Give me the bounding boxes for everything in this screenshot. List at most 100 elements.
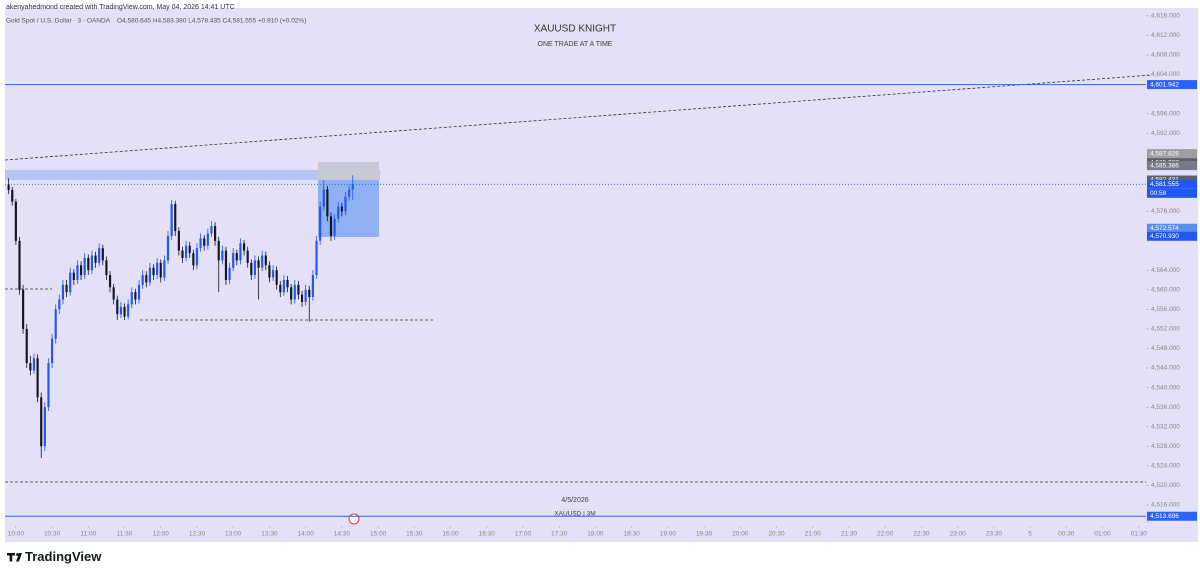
- candle-body: [98, 248, 101, 263]
- candle-body: [145, 275, 148, 283]
- candle-body: [322, 189, 325, 207]
- candle-body: [174, 204, 177, 232]
- candle-body: [43, 407, 46, 447]
- candle-body: [76, 265, 79, 280]
- candle-body: [83, 257, 86, 276]
- candle-body: [11, 189, 14, 202]
- candle-body: [105, 260, 108, 276]
- x-tick-label: 23:00: [950, 531, 967, 538]
- x-tick-label: 12:00: [153, 531, 170, 538]
- candle-body: [239, 243, 242, 261]
- candle-body: [181, 250, 184, 258]
- price-tag: [1147, 80, 1197, 90]
- candle-body: [293, 284, 296, 300]
- candle-body: [253, 260, 257, 276]
- candle-body: [116, 299, 119, 315]
- candle-body: [148, 267, 151, 283]
- price-tag-label: 4,570.930: [1150, 233, 1179, 240]
- y-tick-label: 4,608.000: [1151, 52, 1180, 59]
- candle-body: [221, 250, 224, 261]
- x-tick-label: 15:00: [370, 531, 387, 538]
- candle-body: [159, 262, 162, 278]
- y-tick-label: 4,564.000: [1151, 267, 1180, 274]
- candle-body: [69, 272, 72, 293]
- candle-body: [130, 292, 133, 305]
- x-tick-label: 21:30: [841, 531, 858, 538]
- drawings: [4, 74, 1153, 483]
- candle-body: [58, 299, 61, 310]
- event-icon[interactable]: [348, 513, 360, 525]
- candle-body: [250, 262, 253, 276]
- candle-body: [199, 238, 202, 249]
- candle-body: [166, 235, 170, 261]
- brand-logo: [7, 553, 22, 562]
- stop-box: [318, 162, 379, 180]
- y-tick-label: 4,532.000: [1151, 423, 1180, 430]
- y-tick-label: 4,560.000: [1151, 286, 1180, 293]
- created-by: akenyahedmond created with TradingView.c…: [6, 4, 235, 11]
- price-tag-label: 4,513.696: [1150, 513, 1179, 520]
- candle-body: [192, 253, 195, 266]
- candle-body: [152, 267, 155, 276]
- x-tick-label: 11:00: [80, 531, 96, 538]
- candle-body: [329, 216, 333, 236]
- candle-body: [315, 240, 318, 276]
- candle-body: [214, 226, 217, 241]
- y-tick-label: 4,528.000: [1151, 443, 1180, 450]
- candle-body: [206, 233, 209, 246]
- candle-body: [264, 255, 267, 266]
- candle-body: [61, 284, 65, 300]
- y-tick-label: 4,616.000: [1151, 13, 1180, 20]
- x-tick-label: 22:30: [913, 531, 930, 538]
- zone: [5, 170, 380, 180]
- y-tick-label: 4,516.000: [1151, 502, 1180, 509]
- brand: TradingView: [25, 549, 102, 564]
- x-tick-label: 17:30: [551, 531, 568, 538]
- candle-body: [297, 284, 300, 295]
- annotation: 4/5/2026: [561, 497, 588, 504]
- candle-body: [163, 260, 166, 278]
- price-tag: [1147, 149, 1197, 159]
- candle-body: [304, 289, 307, 302]
- price-tag: [1147, 511, 1197, 521]
- x-tick-label: 01:00: [1094, 531, 1111, 538]
- candle-body: [224, 250, 228, 280]
- candle-body: [177, 231, 180, 251]
- y-tick-label: 4,520.000: [1151, 482, 1180, 489]
- x-tick-label: 13:00: [225, 531, 242, 538]
- candle-body: [319, 206, 322, 241]
- y-tick-label: 4,524.000: [1151, 463, 1180, 470]
- candle-body: [170, 204, 173, 236]
- countdown-box: [1147, 188, 1197, 198]
- candle-body: [188, 245, 191, 254]
- candle-body: [156, 262, 159, 276]
- candle-body: [108, 275, 112, 288]
- x-tick-label: 14:30: [334, 531, 351, 538]
- chart-subtitle: ONE TRADE AT A TIME: [538, 41, 613, 48]
- x-tick-label: 23:30: [986, 531, 1003, 538]
- candle-body: [333, 218, 336, 236]
- y-tick-label: 4,556.000: [1151, 306, 1180, 313]
- plot-background: [5, 8, 1146, 526]
- candle-body: [279, 284, 282, 293]
- price-tag-label: 4,587.828: [1150, 150, 1179, 157]
- candle-body: [47, 363, 50, 408]
- y-tick-label: 4,592.000: [1151, 130, 1180, 137]
- candle-body: [348, 189, 351, 197]
- price-tag: [1147, 161, 1197, 171]
- trend-line: [4, 74, 1153, 161]
- candle-body: [326, 189, 329, 217]
- candle-body: [36, 358, 39, 398]
- y-tick-label: 4,548.000: [1151, 345, 1180, 352]
- price-tag-label: 4,585.386: [1150, 162, 1179, 169]
- candle-body: [134, 292, 137, 300]
- candle-body: [217, 240, 220, 261]
- x-tick-label: 11:30: [117, 531, 133, 538]
- x-tick-label: 18:00: [587, 531, 604, 538]
- y-tick-label: 4,536.000: [1151, 404, 1180, 411]
- y-tick-label: 4,612.000: [1151, 32, 1180, 39]
- candle-body: [344, 196, 347, 212]
- x-tick-label: 12:30: [189, 531, 206, 538]
- candle-body: [228, 267, 231, 280]
- candle-body: [7, 184, 10, 190]
